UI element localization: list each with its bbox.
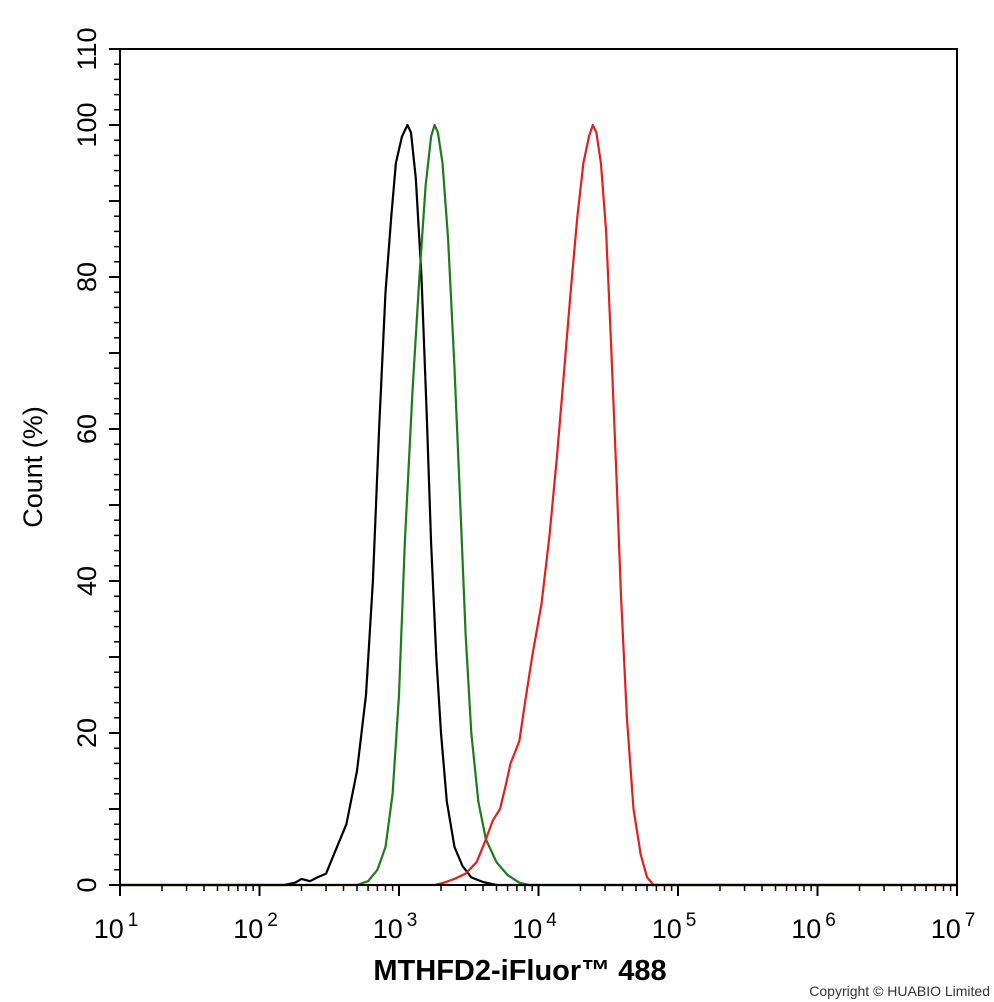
x-tick-base: 10: [373, 914, 403, 944]
axis-ticks: [109, 48, 958, 896]
y-tick-label: 0: [72, 877, 102, 892]
x-tick-exponent: 6: [825, 910, 836, 931]
x-tick-label: 10 4: [512, 910, 557, 944]
x-tick-exponent: 4: [546, 910, 557, 931]
series-line-1: [120, 123, 957, 887]
y-tick-label: 80: [72, 262, 102, 292]
x-tick-base: 10: [233, 914, 263, 944]
x-axis-title: MTHFD2-iFluor™ 488: [373, 955, 666, 987]
x-tick-label: 10 1: [94, 910, 139, 944]
y-tick-label: 100: [72, 102, 102, 147]
series-line-3: [120, 123, 957, 887]
x-tick-label: 10 7: [931, 910, 976, 944]
plot-frame: [119, 48, 958, 886]
series-line-2: [120, 123, 957, 887]
y-tick-labels: 0 20 40 60 80 100 110: [72, 27, 102, 892]
y-axis-title: Count (%): [18, 406, 48, 528]
y-tick-label: 60: [72, 414, 102, 444]
x-tick-label: 10 5: [652, 910, 697, 944]
x-tick-exponent: 1: [128, 910, 139, 931]
x-tick-base: 10: [512, 914, 542, 944]
x-tick-exponent: 2: [267, 910, 278, 931]
x-tick-label: 10 3: [373, 910, 418, 944]
x-tick-base: 10: [791, 914, 821, 944]
x-tick-exponent: 5: [686, 910, 697, 931]
x-tick-base: 10: [94, 914, 124, 944]
x-tick-base: 10: [931, 914, 961, 944]
x-tick-label: 10 6: [791, 910, 836, 944]
series-curves: [120, 123, 957, 887]
x-tick-exponent: 7: [965, 910, 976, 931]
y-tick-label: 20: [72, 718, 102, 748]
x-tick-labels: 10 1 10 2 10 3 10 4 10 5 10 6 10 7: [94, 910, 976, 944]
x-tick-exponent: 3: [407, 910, 418, 931]
y-tick-label: 40: [72, 566, 102, 596]
x-tick-label: 10 2: [233, 910, 278, 944]
y-tick-label: 110: [72, 27, 102, 70]
x-tick-base: 10: [652, 914, 682, 944]
copyright-notice: Copyright © HUABIO Limited: [809, 983, 990, 999]
